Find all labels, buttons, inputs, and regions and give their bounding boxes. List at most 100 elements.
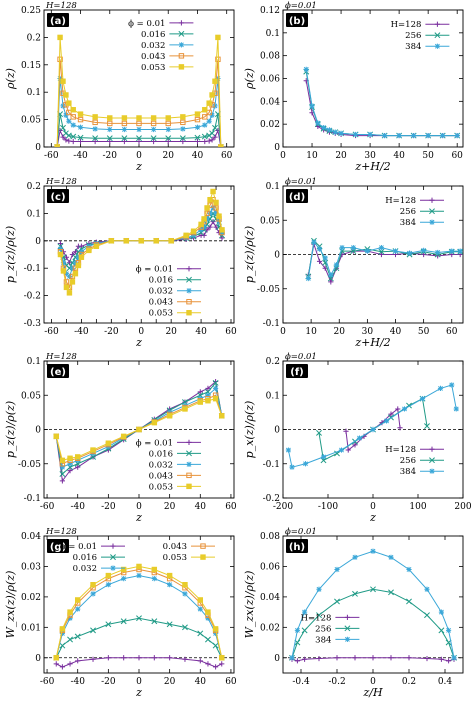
x-tick-label: 20 xyxy=(165,327,177,337)
data-point xyxy=(70,122,76,128)
legend-marker xyxy=(344,614,350,620)
x-tick-label: 40 xyxy=(390,327,402,337)
legend-marker xyxy=(110,565,116,571)
data-point xyxy=(72,270,79,277)
x-tick-label: -20 xyxy=(101,677,116,687)
data-point xyxy=(59,664,65,670)
y-tick-label: -0.1 xyxy=(263,319,280,329)
data-point xyxy=(406,598,412,605)
data-point xyxy=(121,126,127,133)
data-point xyxy=(367,131,373,138)
y-axis-label: ρ(z) xyxy=(4,68,17,90)
y-tick-label: 0.05 xyxy=(21,391,41,401)
y-axis-label: p_z(z)/ρ(z) xyxy=(4,226,17,283)
data-point xyxy=(435,249,441,256)
data-point xyxy=(165,115,171,121)
data-point xyxy=(289,464,295,470)
data-point xyxy=(136,126,142,133)
data-point xyxy=(67,609,73,615)
data-point xyxy=(138,238,144,244)
panel-annotation: ϕ=0.01 xyxy=(285,352,317,362)
data-point xyxy=(216,219,222,225)
data-point xyxy=(70,107,76,113)
data-point xyxy=(424,586,430,592)
data-point xyxy=(343,428,349,434)
legend-label: 0.016 xyxy=(149,276,173,286)
data-point xyxy=(77,111,84,117)
data-point xyxy=(54,144,60,147)
y-tick-label: 0.04 xyxy=(21,532,41,542)
x-tick-label: 0 xyxy=(280,151,286,161)
data-point xyxy=(316,586,322,592)
legend-marker xyxy=(178,53,185,59)
panel-annotation: ϕ=0.01 xyxy=(285,177,317,187)
legend-label: H=128 xyxy=(385,196,416,206)
legend-label: 384 xyxy=(315,635,331,645)
data-point xyxy=(59,464,65,470)
data-point xyxy=(69,251,76,258)
legend-marker xyxy=(429,219,435,225)
legend-marker xyxy=(186,461,192,467)
data-point xyxy=(136,138,142,145)
data-point xyxy=(334,598,340,605)
data-point xyxy=(63,112,69,118)
data-point xyxy=(194,124,201,130)
data-point xyxy=(197,389,203,395)
panel-8: -0.4 -0.2 0 0.2 0.4 0 0.02 0.04 0.06 0.08 z/H W_zx(… xyxy=(243,527,464,699)
data-point xyxy=(334,566,340,573)
data-point xyxy=(180,114,186,120)
data-point xyxy=(67,661,73,667)
legend-label: 0.032 xyxy=(73,564,97,574)
data-point xyxy=(370,426,376,433)
x-tick-label: 60 xyxy=(225,327,237,337)
data-point xyxy=(166,413,173,419)
data-point xyxy=(401,406,408,412)
data-point xyxy=(77,134,84,141)
data-point xyxy=(328,272,334,278)
data-point xyxy=(201,224,207,230)
legend-label: 0.053 xyxy=(149,309,173,319)
data-point xyxy=(57,246,64,252)
data-point xyxy=(77,124,84,130)
panel-label: (d) xyxy=(289,192,305,203)
data-point xyxy=(69,265,76,271)
data-point xyxy=(65,132,72,139)
data-point xyxy=(59,478,65,484)
data-point xyxy=(66,109,72,116)
y-tick-label: 0 xyxy=(35,143,41,153)
y-tick-label: 0.06 xyxy=(260,75,280,85)
data-point xyxy=(213,385,219,391)
data-point xyxy=(60,78,66,84)
legend-label: ϕ = 0.01 xyxy=(128,19,165,29)
data-point xyxy=(67,461,73,467)
y-tick-label: 0.08 xyxy=(260,532,280,542)
data-point xyxy=(182,591,188,597)
data-point xyxy=(57,56,63,63)
panel-annotation: H=128 xyxy=(45,527,77,537)
x-tick-label: 60 xyxy=(221,151,233,161)
data-point xyxy=(57,243,64,250)
data-point xyxy=(136,563,142,570)
data-point xyxy=(63,92,69,98)
legend-label: 0.043 xyxy=(141,52,165,62)
plot-frame xyxy=(282,535,464,674)
data-point xyxy=(66,260,73,266)
data-point xyxy=(316,258,323,264)
data-point xyxy=(108,238,115,244)
data-point xyxy=(198,227,204,233)
data-point xyxy=(201,216,207,222)
data-point xyxy=(197,630,204,637)
data-point xyxy=(212,395,219,402)
series-line xyxy=(55,565,223,658)
data-point xyxy=(120,433,127,440)
data-point xyxy=(57,34,63,41)
data-point xyxy=(90,582,96,588)
x-tick-label: 0 xyxy=(370,502,376,512)
legend-label: 256 xyxy=(315,624,331,634)
x-tick-label: -40 xyxy=(70,677,85,687)
x-tick-label: -40 xyxy=(74,327,89,337)
data-point xyxy=(322,255,328,261)
x-tick-label: -0.2 xyxy=(328,677,345,687)
series-line xyxy=(307,239,461,280)
